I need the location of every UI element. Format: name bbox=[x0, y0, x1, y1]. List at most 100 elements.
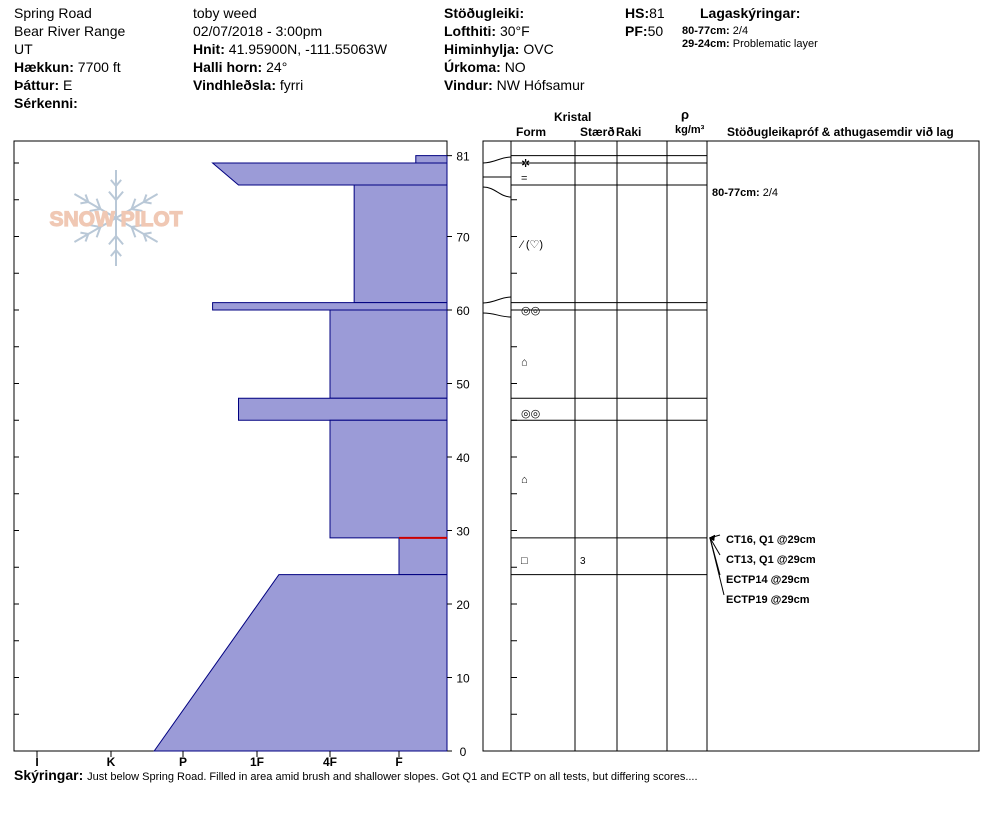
hardness-tick-label: K bbox=[107, 755, 116, 769]
size-header: Stærð bbox=[580, 125, 615, 139]
coords-row: Hnit: 41.95900N, -111.55063W bbox=[193, 41, 387, 57]
location-name: Spring Road bbox=[14, 5, 92, 21]
observation-datetime: 02/07/2018 - 3:00pm bbox=[193, 23, 323, 39]
snowflake-arm bbox=[73, 217, 117, 243]
snowflake-branch bbox=[115, 190, 124, 201]
hs-value: 81 bbox=[649, 5, 665, 21]
crystal-forms: ✲ = ⁄ (♡) ◎◎ ⌂ ◎◎ ⌂ □ 3 bbox=[518, 158, 586, 567]
crystal-form: □ bbox=[521, 555, 528, 567]
stability-tests: CT16, Q1 @29cm CT13, Q1 @29cm ECTP14 @29cm… bbox=[709, 534, 816, 606]
profile-layer bbox=[211, 162, 448, 186]
stability-label: Stöðugleiki: bbox=[444, 5, 525, 21]
snowflake-branch bbox=[80, 201, 89, 205]
hs-row: HS:81 bbox=[625, 5, 665, 21]
layer-connector bbox=[482, 156, 512, 164]
depth-tick-label: 0 bbox=[460, 745, 467, 759]
elevation-row: Hækkun: 7700 ft bbox=[14, 59, 121, 75]
elevation-label: Hækkun: bbox=[14, 59, 74, 75]
aspect-label: Þáttur: bbox=[14, 77, 60, 93]
profile-layer bbox=[212, 302, 448, 311]
snowflake-branch bbox=[95, 198, 102, 210]
hardness-tick-label: 4F bbox=[323, 755, 337, 769]
airtemp-value: 30°F bbox=[499, 23, 530, 39]
precip-value: NO bbox=[504, 59, 526, 75]
snowflake-branch bbox=[115, 235, 124, 246]
snowflake-branch bbox=[108, 235, 117, 246]
profile-layer bbox=[329, 419, 448, 539]
crystal-form: ⁄ (♡) bbox=[518, 239, 543, 251]
moisture-header: Raki bbox=[616, 125, 642, 139]
snowflake-branch bbox=[95, 226, 102, 238]
coords-label: Hnit: bbox=[193, 41, 225, 57]
snowflake-branch bbox=[142, 194, 148, 203]
depth-tick-label: 50 bbox=[456, 378, 470, 392]
slope-value: 24° bbox=[266, 59, 288, 75]
legend-title: Lagaskýringar: bbox=[700, 5, 801, 21]
snowflake-branch bbox=[115, 249, 122, 257]
hs-label: HS: bbox=[625, 5, 650, 21]
legend-item: 80-77cm: 2/4 bbox=[682, 25, 748, 38]
precip-row: Úrkoma: NO bbox=[444, 59, 526, 75]
crystal-size: 3 bbox=[580, 556, 586, 567]
snowflake-branch bbox=[84, 194, 90, 203]
stability-test: CT13, Q1 @29cm bbox=[726, 554, 816, 566]
snowflake-branch bbox=[89, 208, 101, 212]
pf-row: PF:50 bbox=[625, 23, 663, 39]
table-layers bbox=[482, 155, 707, 576]
snowflake-branch bbox=[131, 224, 143, 228]
profile-layer bbox=[329, 309, 448, 399]
snowflake-branch bbox=[108, 190, 117, 201]
aspect-row: Þáttur: E bbox=[14, 77, 72, 93]
sky-row: Himinhylja: OVC bbox=[444, 41, 554, 57]
legend-item-text: 2/4 bbox=[732, 25, 749, 37]
hardness-tick-label: P bbox=[179, 755, 187, 769]
hardness-profile bbox=[153, 155, 448, 752]
layer-connector bbox=[482, 312, 512, 318]
depth-tick-label: 81 bbox=[456, 150, 470, 164]
snowflake-branch bbox=[80, 231, 89, 235]
snowflake-arm bbox=[73, 193, 117, 219]
wind-label: Vindur: bbox=[444, 77, 493, 93]
sky-label: Himinhylja: bbox=[444, 41, 520, 57]
layer-notes: 80-77cm: 2/4 bbox=[712, 187, 778, 199]
density-unit: kg/m³ bbox=[675, 124, 705, 136]
snowflake-icon bbox=[73, 170, 159, 266]
legend-item: 29-24cm: Problematic layer bbox=[682, 38, 818, 51]
snowflake-branch bbox=[84, 233, 90, 242]
comments-row: Skýringar: Just below Spring Road. Fille… bbox=[14, 767, 698, 785]
slope-label: Halli horn: bbox=[193, 59, 263, 75]
density-symbol: ρ bbox=[681, 107, 690, 122]
legend-item-range: 29-24cm: bbox=[682, 38, 730, 50]
slope-row: Halli horn: 24° bbox=[193, 59, 287, 75]
observer-name: toby weed bbox=[193, 5, 257, 21]
wind-row: Vindur: NW Hófsamur bbox=[444, 77, 585, 93]
hardness-tick-label: 1F bbox=[250, 755, 264, 769]
depth-tick-label: 20 bbox=[456, 598, 470, 612]
airtemp-label: Lofthiti: bbox=[444, 23, 497, 39]
snowflake-branch bbox=[142, 233, 148, 242]
snowflake-branch bbox=[89, 224, 101, 228]
coords-value: 41.95900N, -111.55063W bbox=[228, 41, 388, 57]
layer-connector bbox=[482, 296, 512, 304]
stability-test: ECTP19 @29cm bbox=[726, 594, 810, 606]
pf-value: 50 bbox=[647, 23, 664, 39]
test-arrowhead bbox=[709, 534, 715, 541]
precip-label: Úrkoma: bbox=[444, 59, 501, 75]
range-name: Bear River Range bbox=[14, 23, 126, 39]
left-ticks bbox=[14, 162, 19, 752]
layer-note: 80-77cm: 2/4 bbox=[712, 187, 778, 199]
comments-label: Skýringar: bbox=[14, 767, 84, 783]
form-header: Form bbox=[516, 125, 546, 139]
crystal-form: ⌂ bbox=[521, 356, 528, 368]
state-name: UT bbox=[14, 41, 33, 57]
comments-text: Just below Spring Road. Filled in area a… bbox=[87, 771, 698, 783]
test-leader bbox=[709, 537, 721, 556]
stability-test: CT16, Q1 @29cm bbox=[726, 534, 816, 546]
wind-value: NW Hófsamur bbox=[496, 77, 585, 93]
specifics-label: Sérkenni: bbox=[14, 95, 78, 111]
depth-tick-label: 30 bbox=[456, 525, 470, 539]
hardness-tick-label: I bbox=[35, 755, 38, 769]
crystal-form: ⌂ bbox=[521, 474, 528, 486]
depth-tick-label: 40 bbox=[456, 451, 470, 465]
